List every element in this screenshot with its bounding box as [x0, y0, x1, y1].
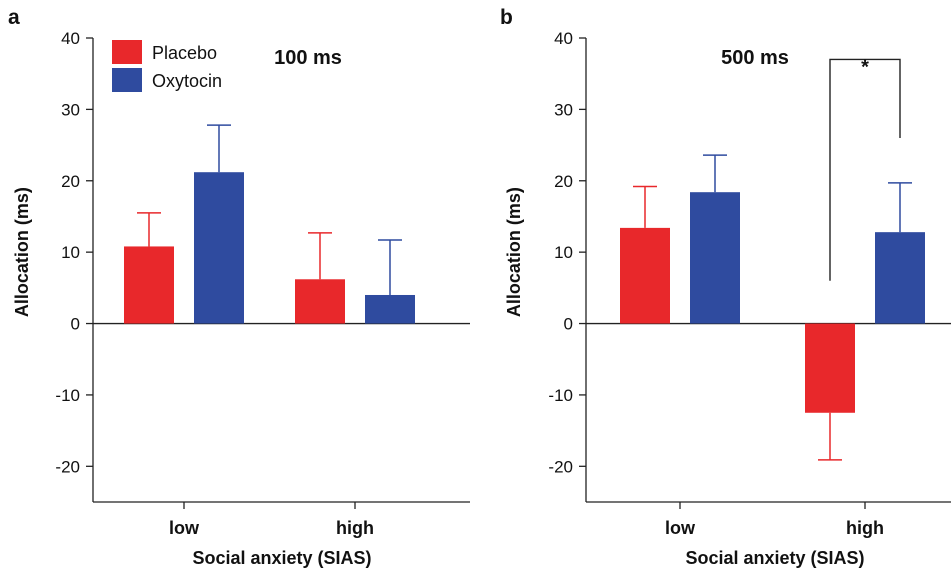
legend-label: Oxytocin [152, 71, 222, 91]
chart-panel-a: a -20 -10 0 10 20 30 40 low high 100 ms Social anxi… [8, 6, 470, 568]
y-tick-label: 10 [61, 243, 80, 262]
bar [295, 279, 345, 324]
legend-label: Placebo [152, 43, 217, 63]
y-tick-label: -20 [548, 457, 573, 476]
y-tick-label: 0 [71, 315, 80, 334]
y-axis-title: Allocation (ms) [12, 187, 32, 317]
y-tick-label: 20 [61, 172, 80, 191]
bar [875, 232, 925, 324]
y-tick-label: -10 [55, 386, 80, 405]
legend-swatch [112, 68, 142, 92]
panel-title: 500 ms [721, 47, 789, 69]
panel-letter: b [500, 6, 513, 29]
x-category-label: high [336, 518, 374, 538]
significance-bracket [829, 58, 901, 281]
significance-star: * [861, 56, 869, 78]
x-axis-title: Social anxiety (SIAS) [685, 548, 864, 568]
y-tick-label: 30 [61, 100, 80, 119]
bar [124, 246, 174, 324]
y-tick-label: 30 [554, 100, 573, 119]
y-tick-label: 40 [61, 29, 80, 48]
bar [194, 172, 244, 324]
x-category-label: high [846, 518, 884, 538]
panel-letter: a [8, 6, 20, 29]
panel-title: 100 ms [274, 47, 342, 69]
bar [620, 227, 670, 324]
x-category-label: low [169, 518, 200, 538]
bar [365, 294, 415, 324]
legend-swatch [112, 40, 142, 64]
y-tick-label: 0 [564, 315, 573, 334]
y-axis-title: Allocation (ms) [504, 187, 524, 317]
x-axis-title: Social anxiety (SIAS) [192, 548, 371, 568]
x-category-label: low [665, 518, 696, 538]
bar [805, 323, 855, 413]
y-tick-label: 10 [554, 243, 573, 262]
y-tick-label: 20 [554, 172, 573, 191]
y-tick-label: -10 [548, 386, 573, 405]
y-tick-label: 40 [554, 29, 573, 48]
bar [690, 192, 740, 324]
chart-panel-b: b -20 -10 0 10 20 30 40 low high 500 ms Social anxi… [500, 6, 951, 568]
y-tick-label: -20 [55, 457, 80, 476]
